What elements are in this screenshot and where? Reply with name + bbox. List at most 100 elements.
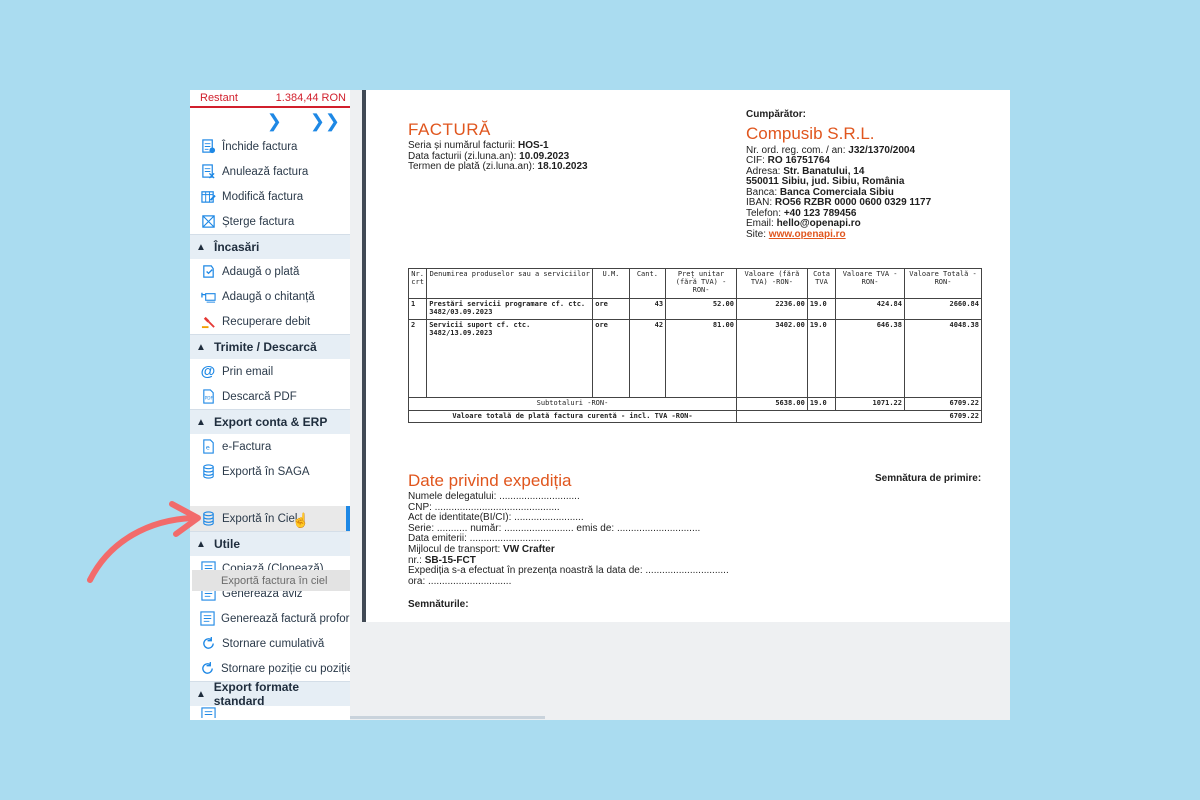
invoice-meta: Seria și numărul facturii: HOS-1 Data fa… bbox=[408, 140, 588, 173]
edit-invoice-button[interactable]: Modifică factura bbox=[190, 184, 350, 209]
close-invoice-label: Închide factura bbox=[222, 140, 298, 153]
add-payment-button[interactable]: Adaugă o plată bbox=[190, 259, 350, 284]
address-line1: Str. Banatului, 14 bbox=[783, 165, 865, 177]
section-standard[interactable]: ▲ Export formate standard bbox=[190, 680, 350, 708]
double-chevron-right-icon[interactable]: ❯❯ bbox=[309, 110, 340, 131]
col-vat-rate: Cota TVA bbox=[806, 268, 837, 299]
cell-um: ore bbox=[592, 298, 630, 320]
cancel-invoice-icon bbox=[200, 164, 216, 180]
section-trimite[interactable]: ▲ Trimite / Descarcă bbox=[190, 334, 350, 359]
database-icon bbox=[200, 464, 216, 480]
col-price: Preț unitar (fără TVA) -RON- bbox=[665, 268, 737, 299]
section-utile-label: Utile bbox=[214, 537, 241, 551]
hand-cursor-icon: ☝ bbox=[292, 512, 310, 528]
debt-recovery-label: Recuperare debit bbox=[222, 315, 311, 328]
col-qty: Cant. bbox=[628, 268, 667, 299]
section-export[interactable]: ▲ Export conta & ERP bbox=[190, 409, 350, 434]
cumulative-reversal-button[interactable]: Stornare cumulativă bbox=[190, 631, 350, 656]
due-label: Termen de plată (zi.luna.an): bbox=[408, 161, 535, 172]
series-label: Seria și numărul facturii: bbox=[408, 140, 516, 151]
col-value: Valoare (fără TVA) -RON- bbox=[735, 268, 808, 299]
download-pdf-button[interactable]: PDF Descarcă PDF bbox=[190, 384, 350, 409]
chevron-up-icon: ▲ bbox=[196, 341, 206, 353]
receive-signature-label: Semnătura de primire: bbox=[875, 473, 982, 484]
cumulative-reversal-label: Stornare cumulativă bbox=[222, 637, 325, 650]
generate-proforma-button[interactable]: Generează factură proformă bbox=[190, 606, 350, 631]
cell-total: 2660.84 bbox=[904, 298, 982, 320]
date-value: 10.09.2023 bbox=[519, 150, 570, 162]
cell-vat-rate: 19.0 bbox=[806, 298, 837, 320]
e-icon: e bbox=[200, 439, 216, 455]
line-reversal-button[interactable]: Stornare poziție cu poziție bbox=[190, 656, 350, 681]
cell-total: 4048.38 bbox=[904, 319, 982, 398]
buyer-name: Compusib S.R.L. bbox=[746, 123, 875, 143]
cell-price: 81.00 bbox=[665, 319, 737, 398]
bank-label: Banca: bbox=[746, 186, 778, 198]
address-line2: 550011 Sibiu, jud. Sibiu, România bbox=[746, 176, 905, 187]
close-invoice-icon bbox=[200, 139, 216, 155]
buyer-block: Cumpărător: Compusib S.R.L. Nr. ord. reg… bbox=[746, 109, 996, 240]
done-line: Expediția s-a efectuat în prezența noast… bbox=[408, 565, 729, 577]
cell-name: Prestări servicii programare cf. ctc. 34… bbox=[426, 298, 594, 320]
cell-nr: 2 bbox=[407, 319, 428, 398]
chevron-right-icon[interactable]: ❯ bbox=[266, 110, 282, 131]
svg-text:PDF: PDF bbox=[204, 395, 213, 400]
efactura-label: e-Factura bbox=[222, 440, 272, 453]
cancel-invoice-button[interactable]: Anulează factura bbox=[190, 159, 350, 184]
section-export-label: Export conta & ERP bbox=[214, 415, 328, 429]
export-ciel-button[interactable]: Exportă în Ciel bbox=[190, 506, 350, 531]
cell-value: 3402.00 bbox=[735, 319, 808, 398]
cell-name: Servicii suport cf. ctc. 3482/13.09.2023 bbox=[426, 319, 594, 398]
close-invoice-button[interactable]: Închide factura bbox=[190, 134, 350, 159]
annotation-arrow-icon bbox=[87, 501, 201, 583]
delete-invoice-button[interactable]: Șterge factura bbox=[190, 209, 350, 234]
section-incasari-label: Încasări bbox=[214, 240, 260, 254]
pdf-icon: PDF bbox=[200, 389, 216, 405]
cif-value: RO 16751764 bbox=[767, 155, 830, 166]
efactura-button[interactable]: e e-Factura bbox=[190, 434, 350, 459]
document-icon bbox=[200, 611, 215, 627]
iban-value: RO56 RZBR 0000 0600 0329 1177 bbox=[774, 197, 932, 208]
col-vat-value: Valoare TVA -RON- bbox=[835, 268, 905, 299]
plate-label: nr.: bbox=[408, 554, 422, 566]
horizontal-scrollbar[interactable] bbox=[350, 716, 545, 719]
gavel-icon bbox=[200, 314, 216, 330]
add-receipt-label: Adaugă o chitanță bbox=[222, 290, 315, 303]
svg-text:e: e bbox=[205, 443, 209, 451]
reg-label: Nr. ord. reg. com. / an: bbox=[746, 144, 846, 156]
export-ciel-label: Exportă în Ciel bbox=[222, 512, 298, 525]
chevron-up-icon: ▲ bbox=[196, 241, 206, 253]
chevron-up-icon: ▲ bbox=[196, 688, 206, 700]
document-icon bbox=[200, 706, 216, 718]
cell-qty: 42 bbox=[628, 319, 667, 398]
debt-recovery-button[interactable]: Recuperare debit bbox=[190, 309, 350, 334]
section-incasari[interactable]: ▲ Încasări bbox=[190, 234, 350, 259]
site-link[interactable]: www.openapi.ro bbox=[768, 228, 846, 240]
send-email-button[interactable]: @ Prin email bbox=[190, 359, 350, 384]
truncated-export-item[interactable] bbox=[190, 706, 350, 718]
export-saga-button[interactable]: Exportă în SAGA bbox=[190, 459, 350, 484]
cif-label: CIF: bbox=[746, 155, 765, 166]
transport-label: Mijlocul de transport: bbox=[408, 543, 501, 555]
cnp-line: CNP: ...................................… bbox=[408, 501, 560, 513]
grand-total-row: Valoare totală de plată factura curentă … bbox=[408, 410, 983, 423]
transport-value: VW Crafter bbox=[503, 543, 555, 555]
table-row: 2 Servicii suport cf. ctc. 3482/13.09.20… bbox=[407, 319, 982, 398]
download-pdf-label: Descarcă PDF bbox=[222, 390, 297, 403]
invoice-actions-sidebar: Restant 1.384,44 RON ❯ ❯❯ Închide factur… bbox=[190, 90, 350, 720]
signatures-label: Semnăturile: bbox=[408, 599, 469, 610]
buyer-heading: Cumpărător: bbox=[746, 109, 807, 120]
date-label: Data facturii (zi.luna.an): bbox=[408, 150, 517, 162]
shipping-details: Numele delegatului: ....................… bbox=[408, 491, 729, 587]
table-row: 1 Prestări servicii programare cf. ctc. … bbox=[407, 298, 982, 320]
line-reversal-label: Stornare poziție cu poziție bbox=[221, 662, 350, 675]
subtotal-total: 6709.22 bbox=[904, 397, 982, 411]
chevron-up-icon: ▲ bbox=[196, 538, 206, 550]
export-ciel-tooltip: Exportă factura în ciel bbox=[192, 570, 350, 591]
at-icon: @ bbox=[200, 363, 216, 380]
col-name: Denumirea produselor sau a serviciilor bbox=[426, 268, 594, 299]
add-receipt-button[interactable]: Adaugă o chitanță bbox=[190, 284, 350, 309]
section-utile[interactable]: ▲ Utile bbox=[190, 531, 350, 556]
subtotal-rate: 19.0 bbox=[806, 397, 837, 411]
cell-value: 2236.00 bbox=[735, 298, 808, 320]
